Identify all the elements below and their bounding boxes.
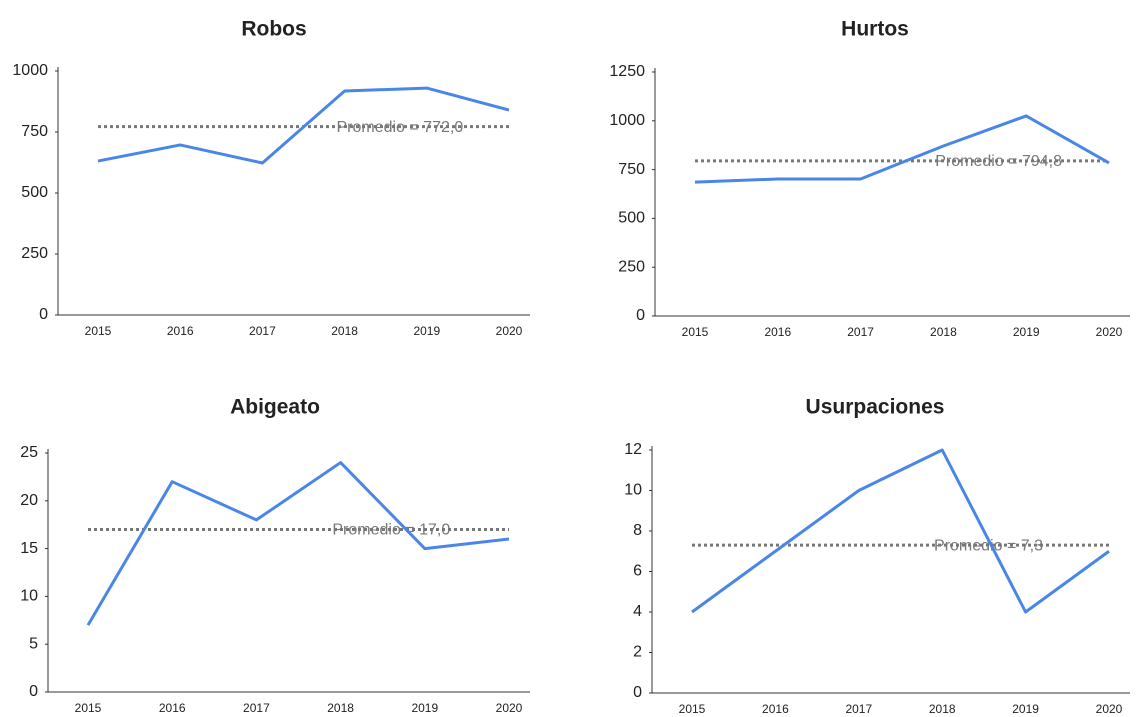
average-label: Promedio = 17,0 xyxy=(332,522,450,539)
y-tick-label: 0 xyxy=(633,684,642,701)
data-line xyxy=(97,86,510,165)
y-tick-label: 1250 xyxy=(609,63,645,80)
y-tick-label: 0 xyxy=(636,307,645,324)
x-tick-label: 2016 xyxy=(762,702,789,716)
x-tick-label: 2017 xyxy=(847,325,874,339)
x-tick-label: 2018 xyxy=(327,701,354,715)
y-tick-label: 15 xyxy=(20,540,38,557)
y-tick-label: 10 xyxy=(624,482,642,499)
y-tick-label: 2 xyxy=(633,644,642,661)
x-tick-label: 2020 xyxy=(1096,702,1123,716)
average-label: Promedio = 772,0 xyxy=(336,119,463,136)
x-tick-label: 2020 xyxy=(496,701,523,715)
x-tick-label: 2019 xyxy=(413,324,440,338)
x-tick-label: 2015 xyxy=(85,324,112,338)
y-tick-label: 750 xyxy=(618,161,645,178)
x-tick-label: 2019 xyxy=(411,701,438,715)
x-tick-label: 2019 xyxy=(1013,325,1040,339)
y-tick-label: 20 xyxy=(20,492,38,509)
chart-title: Hurtos xyxy=(841,18,909,41)
y-tick-label: 6 xyxy=(633,563,642,580)
y-tick-label: 12 xyxy=(624,441,642,458)
x-tick-label: 2015 xyxy=(75,701,102,715)
x-tick-label: 2020 xyxy=(1096,325,1123,339)
x-tick-label: 2015 xyxy=(679,702,706,716)
x-tick-label: 2020 xyxy=(496,324,523,338)
x-tick-label: 2018 xyxy=(929,702,956,716)
y-tick-label: 0 xyxy=(29,683,38,700)
x-tick-label: 2016 xyxy=(167,324,194,338)
y-tick-label: 750 xyxy=(21,123,48,140)
x-tick-label: 2015 xyxy=(682,325,709,339)
x-tick-label: 2016 xyxy=(159,701,186,715)
y-tick-label: 250 xyxy=(21,245,48,262)
data-line xyxy=(691,448,1110,614)
y-tick-label: 5 xyxy=(29,635,38,652)
x-tick-label: 2019 xyxy=(1012,702,1039,716)
average-label: Promedio = 794,8 xyxy=(935,153,1062,170)
chart-title: Usurpaciones xyxy=(806,396,945,419)
y-tick-label: 10 xyxy=(20,588,38,605)
y-tick-label: 4 xyxy=(633,603,642,620)
x-tick-label: 2017 xyxy=(243,701,270,715)
chart-title: Abigeato xyxy=(230,396,320,419)
x-tick-label: 2017 xyxy=(249,324,276,338)
y-tick-label: 250 xyxy=(618,258,645,275)
y-tick-label: 1000 xyxy=(609,112,645,129)
y-tick-label: 1000 xyxy=(12,62,48,79)
y-tick-label: 0 xyxy=(39,306,48,323)
x-tick-label: 2018 xyxy=(930,325,957,339)
x-tick-label: 2017 xyxy=(845,702,872,716)
data-line xyxy=(86,461,510,626)
x-tick-label: 2018 xyxy=(331,324,358,338)
chart-title: Robos xyxy=(241,18,306,41)
average-label: Promedio = 7,3 xyxy=(934,537,1043,554)
x-tick-label: 2016 xyxy=(764,325,791,339)
data-line xyxy=(694,114,1110,184)
y-tick-label: 25 xyxy=(20,444,38,461)
y-tick-label: 500 xyxy=(618,210,645,227)
y-tick-label: 8 xyxy=(633,522,642,539)
y-tick-label: 500 xyxy=(21,184,48,201)
